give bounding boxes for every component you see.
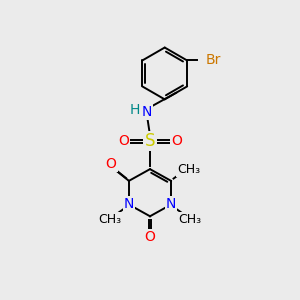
Text: CH₃: CH₃ — [177, 163, 200, 176]
Text: N: N — [142, 105, 152, 119]
Text: O: O — [106, 157, 117, 171]
Text: O: O — [118, 134, 129, 148]
Text: CH₃: CH₃ — [178, 213, 201, 226]
Text: N: N — [166, 197, 176, 212]
Text: Br: Br — [206, 53, 221, 68]
Text: O: O — [145, 230, 155, 244]
Text: S: S — [145, 132, 155, 150]
Text: N: N — [124, 197, 134, 212]
Text: H: H — [130, 103, 140, 117]
Text: CH₃: CH₃ — [99, 213, 122, 226]
Text: O: O — [171, 134, 182, 148]
